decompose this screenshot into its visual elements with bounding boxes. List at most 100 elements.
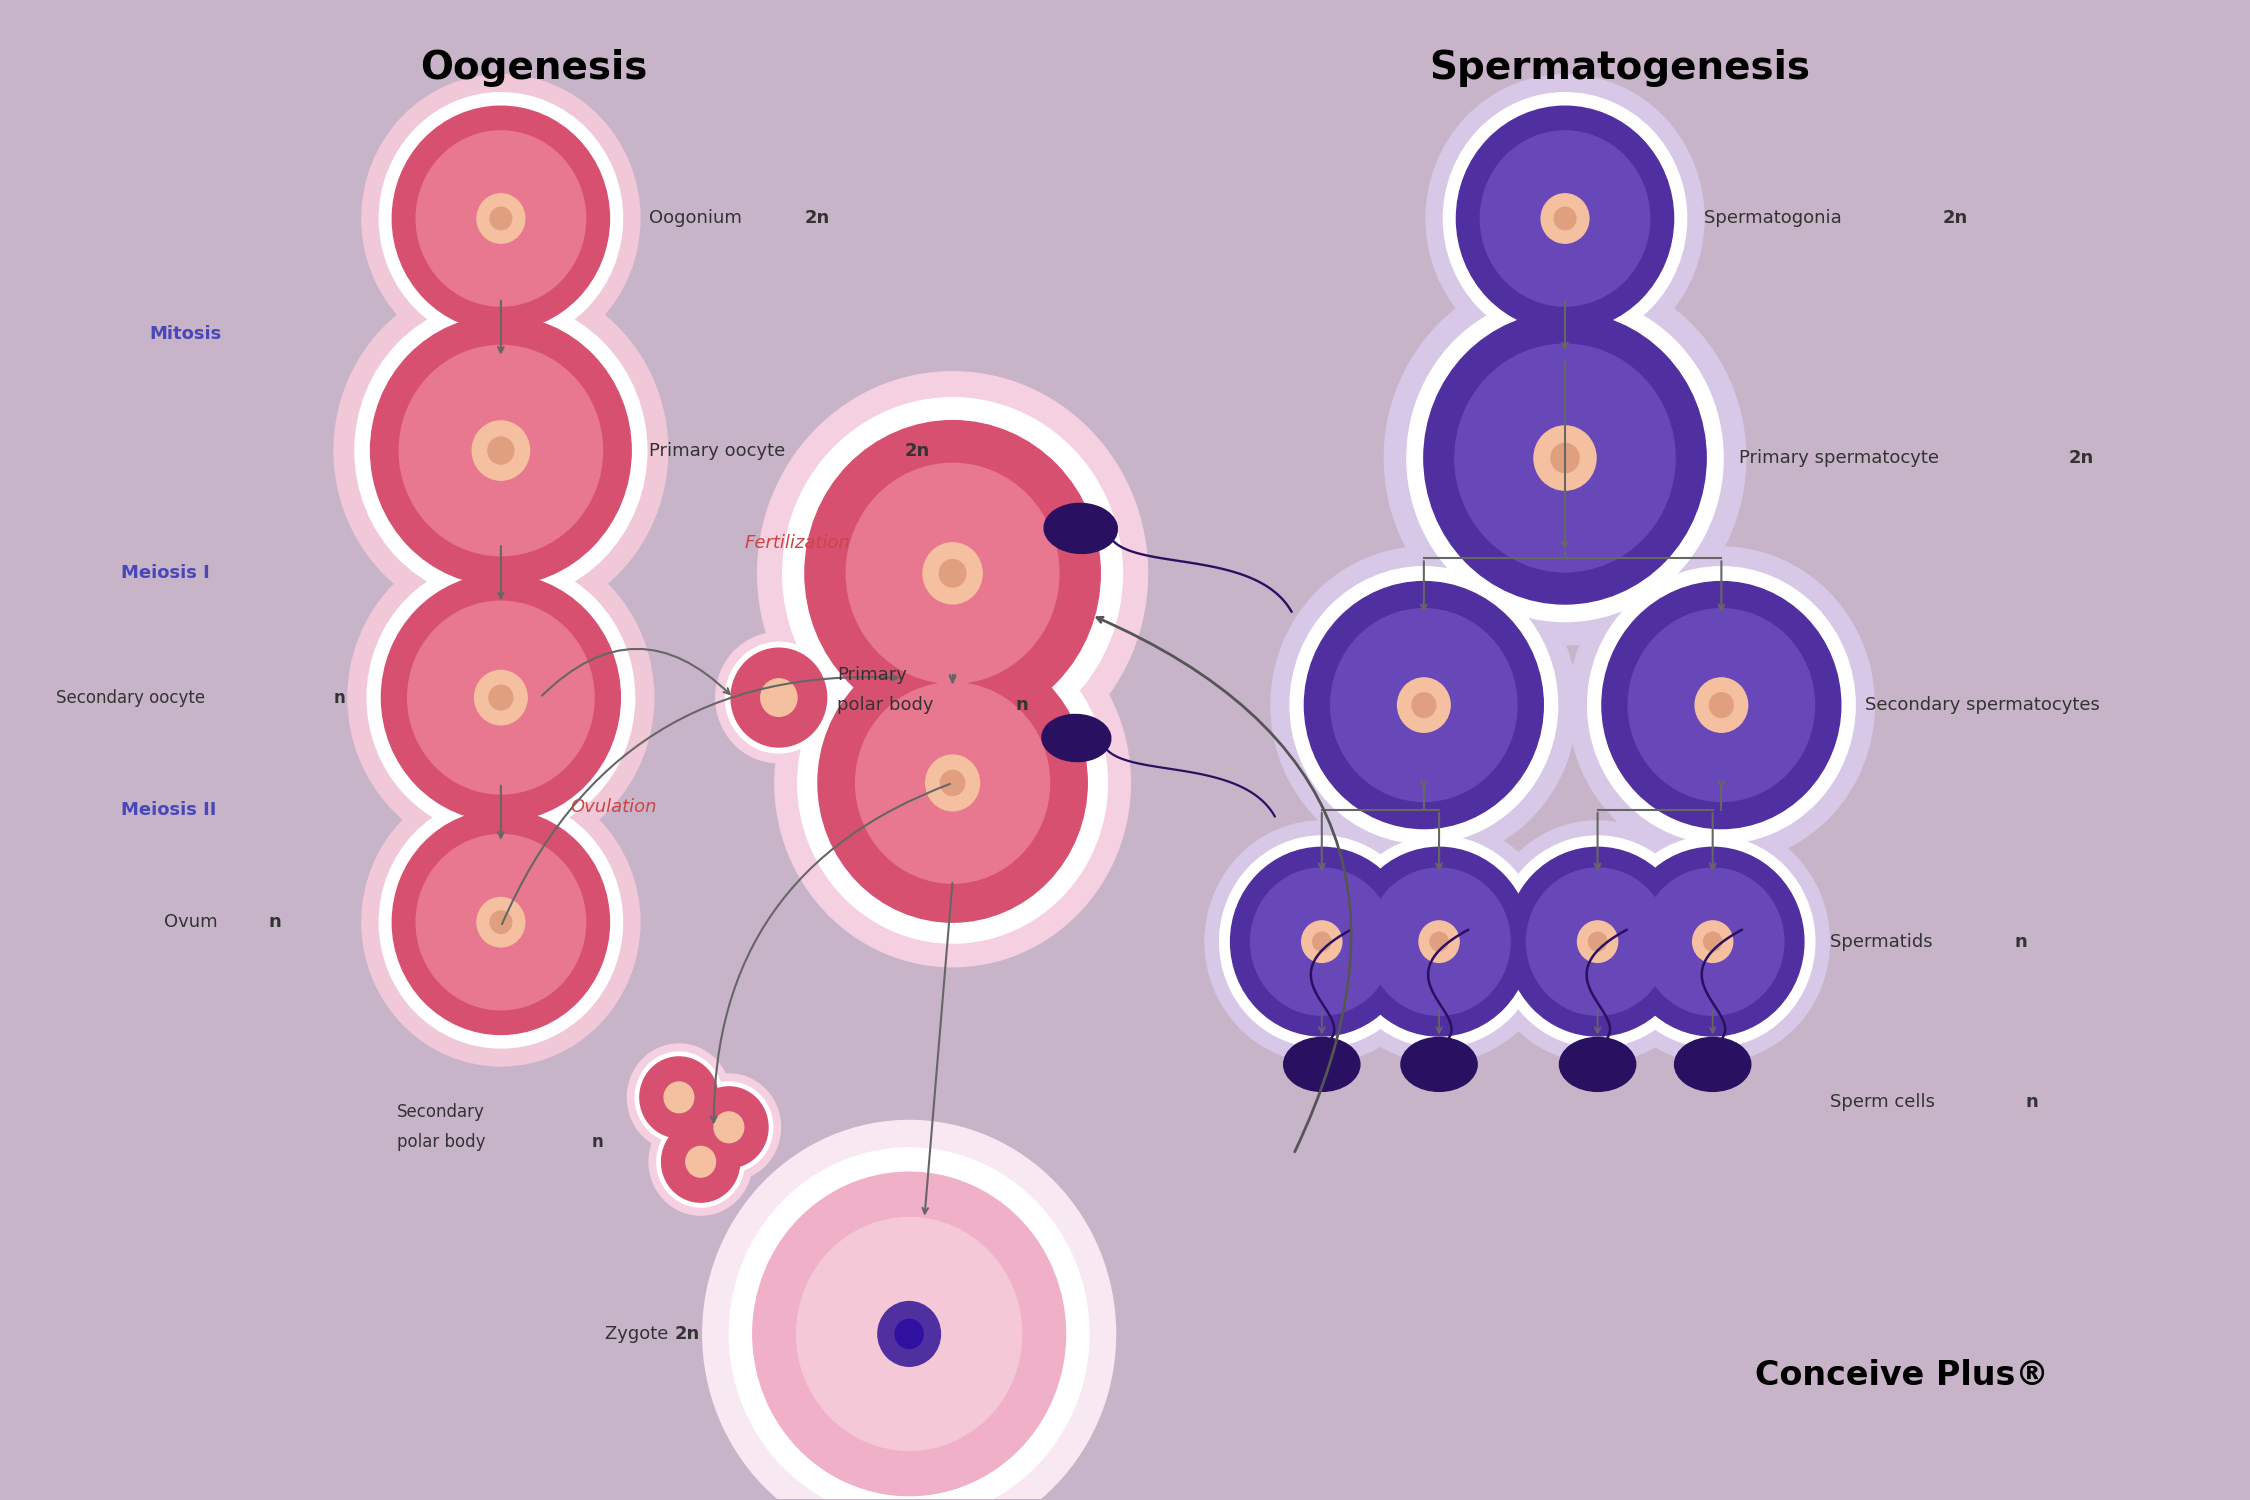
- Ellipse shape: [475, 670, 526, 724]
- Ellipse shape: [1397, 678, 1451, 732]
- Ellipse shape: [686, 1146, 716, 1178]
- Ellipse shape: [1444, 93, 1688, 345]
- Ellipse shape: [754, 1172, 1066, 1496]
- Text: Ovum: Ovum: [164, 914, 223, 932]
- Ellipse shape: [664, 1082, 693, 1113]
- Ellipse shape: [1348, 847, 1530, 1036]
- Ellipse shape: [729, 1148, 1089, 1500]
- Ellipse shape: [1602, 582, 1840, 828]
- Text: 2n: 2n: [806, 210, 830, 228]
- Ellipse shape: [716, 633, 842, 764]
- Ellipse shape: [472, 422, 529, 480]
- Ellipse shape: [1368, 868, 1510, 1016]
- Ellipse shape: [1406, 294, 1724, 621]
- Ellipse shape: [1420, 921, 1458, 963]
- Text: 2n: 2n: [1944, 210, 1969, 228]
- Ellipse shape: [477, 897, 524, 946]
- Text: Primary oocyte: Primary oocyte: [648, 441, 790, 459]
- Ellipse shape: [731, 648, 826, 747]
- Ellipse shape: [1577, 921, 1618, 963]
- Ellipse shape: [855, 682, 1048, 883]
- Ellipse shape: [416, 130, 585, 306]
- Text: Spermatogonia: Spermatogonia: [1703, 210, 1847, 228]
- Ellipse shape: [1642, 868, 1784, 1016]
- Ellipse shape: [1480, 130, 1649, 306]
- Ellipse shape: [1431, 932, 1449, 951]
- Ellipse shape: [1550, 444, 1579, 472]
- Ellipse shape: [1692, 921, 1732, 963]
- Text: Mitosis: Mitosis: [148, 326, 220, 344]
- Ellipse shape: [639, 1058, 718, 1138]
- Text: n: n: [592, 1134, 603, 1152]
- Text: Fertilization: Fertilization: [745, 534, 850, 552]
- Text: Primary spermatocyte: Primary spermatocyte: [1739, 448, 1944, 466]
- Ellipse shape: [1044, 504, 1118, 554]
- Ellipse shape: [896, 1320, 922, 1348]
- Ellipse shape: [1323, 821, 1555, 1062]
- Ellipse shape: [380, 796, 623, 1048]
- Ellipse shape: [1555, 207, 1575, 230]
- Ellipse shape: [488, 436, 513, 463]
- Ellipse shape: [380, 93, 623, 345]
- Text: Oogenesis: Oogenesis: [421, 50, 648, 87]
- Text: Spermatids: Spermatids: [1829, 933, 1937, 951]
- Ellipse shape: [686, 1082, 772, 1173]
- Ellipse shape: [488, 686, 513, 709]
- Ellipse shape: [1595, 821, 1829, 1062]
- Ellipse shape: [1622, 847, 1805, 1036]
- Ellipse shape: [1042, 714, 1112, 762]
- Text: 2n: 2n: [904, 441, 929, 459]
- Ellipse shape: [1303, 921, 1341, 963]
- Ellipse shape: [398, 345, 603, 555]
- Text: Ovulation: Ovulation: [569, 798, 657, 816]
- Ellipse shape: [806, 420, 1100, 726]
- Text: n: n: [2025, 1094, 2038, 1112]
- Ellipse shape: [1535, 426, 1595, 490]
- Ellipse shape: [1289, 567, 1557, 843]
- Ellipse shape: [677, 1074, 781, 1180]
- Ellipse shape: [1480, 821, 1714, 1062]
- Ellipse shape: [657, 1116, 745, 1208]
- Text: Sperm cells: Sperm cells: [1829, 1094, 1942, 1112]
- Ellipse shape: [416, 834, 585, 1010]
- Ellipse shape: [648, 1108, 752, 1215]
- Text: Zygote: Zygote: [605, 1324, 675, 1342]
- Ellipse shape: [1541, 194, 1588, 243]
- Ellipse shape: [938, 560, 965, 586]
- Ellipse shape: [1231, 847, 1413, 1036]
- Text: Primary: Primary: [837, 666, 907, 684]
- Ellipse shape: [1426, 75, 1703, 362]
- Text: Spermatogenesis: Spermatogenesis: [1429, 50, 1809, 87]
- Ellipse shape: [1629, 609, 1814, 801]
- Ellipse shape: [1305, 582, 1544, 828]
- Text: polar body: polar body: [396, 1134, 490, 1152]
- Ellipse shape: [760, 680, 796, 717]
- Ellipse shape: [1251, 868, 1393, 1016]
- Ellipse shape: [1508, 847, 1690, 1036]
- Ellipse shape: [1526, 868, 1670, 1016]
- Ellipse shape: [1312, 932, 1332, 951]
- Ellipse shape: [1413, 693, 1436, 717]
- Ellipse shape: [477, 194, 524, 243]
- Ellipse shape: [1710, 693, 1732, 717]
- Text: n: n: [2014, 933, 2027, 951]
- Ellipse shape: [356, 300, 646, 602]
- Ellipse shape: [634, 1052, 722, 1143]
- Text: Meiosis II: Meiosis II: [122, 801, 216, 819]
- Ellipse shape: [662, 1122, 740, 1202]
- Ellipse shape: [922, 543, 983, 604]
- Ellipse shape: [1588, 932, 1606, 951]
- Ellipse shape: [371, 316, 632, 585]
- Ellipse shape: [1496, 836, 1699, 1047]
- Ellipse shape: [1456, 344, 1674, 572]
- Text: Meiosis I: Meiosis I: [122, 564, 209, 582]
- Text: Secondary oocyte: Secondary oocyte: [56, 688, 209, 706]
- Ellipse shape: [702, 1120, 1116, 1500]
- Ellipse shape: [1568, 548, 1874, 862]
- Ellipse shape: [774, 598, 1130, 966]
- Ellipse shape: [724, 642, 832, 753]
- Ellipse shape: [367, 560, 634, 836]
- Ellipse shape: [1330, 609, 1517, 801]
- Ellipse shape: [878, 1302, 940, 1366]
- Ellipse shape: [783, 398, 1123, 748]
